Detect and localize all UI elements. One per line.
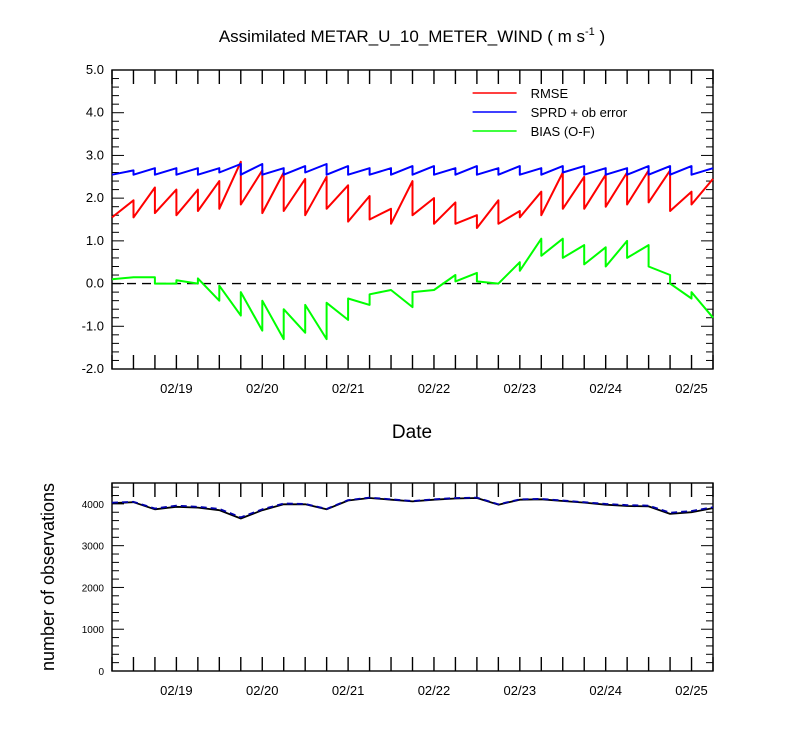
bottom-y-tick-label: 3000 [82, 542, 105, 553]
legend-label-sprd-ob-error: SPRD + ob error [531, 105, 628, 120]
bottom-x-tick-label: 02/22 [418, 683, 451, 698]
legend-label-bias-o-f: BIAS (O-F) [531, 124, 595, 139]
chart-title-close: ) [595, 27, 605, 46]
top-y-tick-label: 2.0 [86, 190, 104, 205]
top-x-tick-label: 02/21 [332, 381, 365, 396]
top-y-tick-label: -2.0 [82, 361, 104, 376]
bottom-series-line-1 [111, 497, 714, 520]
bottom-y-tick-label: 2000 [82, 583, 105, 594]
bottom-x-tick-label: 02/19 [160, 683, 193, 698]
bottom-y-axis-label: number of observations [38, 483, 58, 671]
top-series-line-bias-o-f [111, 237, 714, 341]
top-panel: -2.0 -1.0 0.0 1.0 2.0 3.0 4.0 5.0 02/19 02/20 02/2… [82, 62, 714, 396]
bottom-plot-frame [111, 482, 714, 672]
top-y-tick-label: 5.0 [86, 62, 104, 77]
top-y-tick-label: 0.0 [86, 276, 104, 291]
top-y-tick-label: 4.0 [86, 105, 104, 120]
bottom-series-line-2 [111, 496, 714, 519]
bottom-x-tick-label: 02/23 [504, 683, 537, 698]
top-x-tick-label: 02/24 [589, 381, 622, 396]
top-y-tick-label: 3.0 [86, 147, 104, 162]
bottom-y-tick-label: 1000 [82, 625, 105, 636]
top-x-axis-label: Date [392, 422, 432, 443]
bottom-x-tick-label: 02/25 [675, 683, 708, 698]
top-series-line-rmse [111, 160, 714, 229]
bottom-y-tick-label: 0 [98, 667, 104, 678]
bottom-panel: 0 1000 2000 3000 4000 02/19 02/20 02/21 02/22 02/… [82, 482, 714, 698]
legend-label-rmse: RMSE [531, 86, 569, 101]
chart-title-main: Assimilated METAR_U_10_METER_WIND ( m s [219, 27, 585, 46]
bottom-x-tick-label: 02/21 [332, 683, 365, 698]
top-series-line-sprd-ob-error [111, 163, 714, 176]
top-y-tick-label: -1.0 [82, 318, 104, 333]
top-x-tick-label: 02/23 [504, 381, 537, 396]
top-y-tick-label: 1.0 [86, 233, 104, 248]
top-x-tick-label: 02/19 [160, 381, 193, 396]
chart-title-unit-exponent: -1 [585, 26, 595, 38]
top-x-tick-label: 02/22 [418, 381, 451, 396]
top-x-tick-label: 02/20 [246, 381, 279, 396]
chart-title: Assimilated METAR_U_10_METER_WIND ( m s-… [219, 26, 605, 46]
bottom-x-tick-label: 02/24 [589, 683, 622, 698]
bottom-x-tick-label: 02/20 [246, 683, 279, 698]
bottom-y-tick-label: 4000 [82, 500, 105, 511]
top-x-tick-label: 02/25 [675, 381, 708, 396]
